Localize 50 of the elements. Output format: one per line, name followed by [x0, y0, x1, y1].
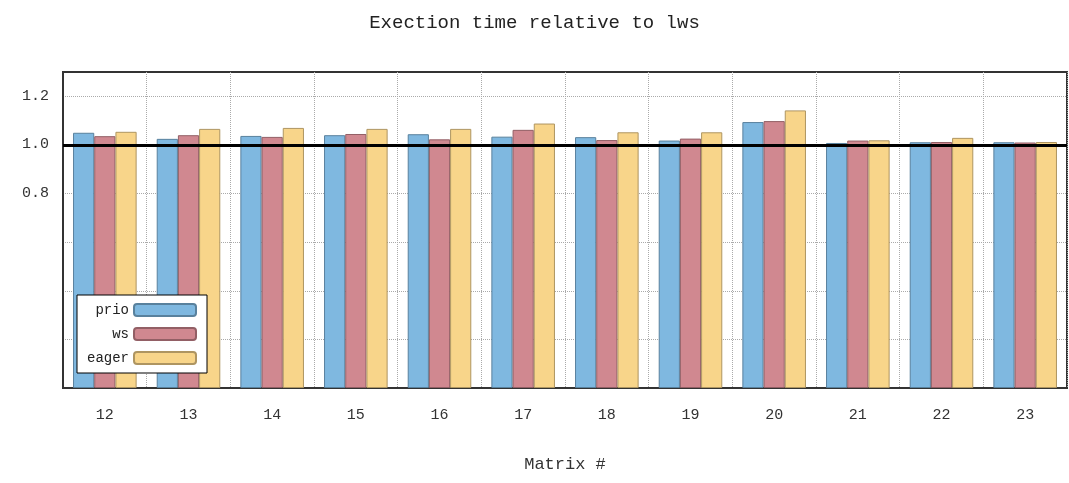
bar [617, 132, 639, 388]
bar [784, 110, 806, 388]
x-tick-label: 17 [514, 407, 533, 424]
bar [847, 140, 869, 388]
x-tick-label: 15 [346, 407, 365, 424]
legend-label: eager [86, 350, 130, 366]
bar [952, 137, 974, 388]
bar [909, 142, 931, 388]
chart-title: Exection time relative to lws [369, 11, 700, 34]
x-tick-label: 12 [95, 407, 114, 424]
bar [324, 135, 346, 388]
bar [450, 128, 472, 388]
bar [491, 136, 513, 388]
bar [679, 138, 702, 388]
bar [240, 135, 262, 388]
bar [575, 137, 597, 388]
y-tick-label: 0.8 [21, 185, 49, 203]
x-tick-label: 14 [263, 407, 282, 424]
bar [596, 140, 618, 388]
bar [282, 127, 304, 388]
x-tick-label: 16 [430, 407, 449, 424]
x-tick-label: 23 [1016, 407, 1035, 424]
x-tick-label: 18 [597, 407, 616, 424]
bar [742, 122, 764, 388]
y-tick-label: 1.0 [21, 136, 49, 154]
bar [658, 140, 680, 388]
bar [407, 134, 429, 388]
x-tick-label: 20 [765, 407, 784, 424]
legend-label: ws [112, 326, 130, 342]
bar [533, 123, 555, 388]
bar [993, 142, 1015, 388]
bar [261, 136, 283, 388]
bar [1035, 142, 1057, 388]
bar [1014, 142, 1036, 388]
x-axis-title: Matrix # [524, 455, 606, 474]
x-tick-label: 19 [681, 407, 700, 424]
bar [826, 142, 848, 388]
y-tick-label: 1.2 [21, 87, 49, 105]
x-tick-label: 13 [179, 407, 198, 424]
x-tick-label: 21 [848, 407, 867, 424]
bar [930, 142, 953, 388]
bar [868, 140, 890, 388]
bar [701, 132, 723, 388]
bar [512, 129, 534, 388]
bar [366, 128, 388, 388]
bar [763, 121, 785, 388]
bar [428, 139, 451, 388]
x-tick-label: 22 [932, 407, 951, 424]
bar [345, 133, 367, 388]
legend-label: prio [95, 302, 130, 318]
